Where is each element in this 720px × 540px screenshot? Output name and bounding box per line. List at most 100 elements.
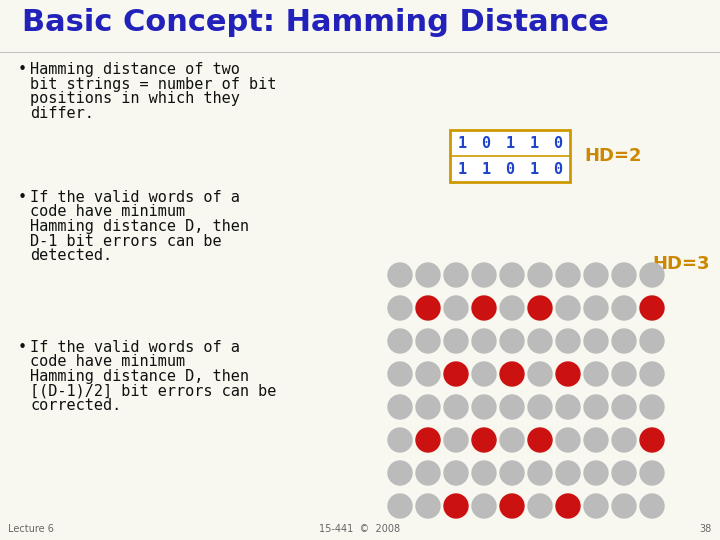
Text: 0: 0 <box>554 161 562 177</box>
Circle shape <box>528 461 552 485</box>
Text: 1: 1 <box>457 161 467 177</box>
Circle shape <box>388 263 412 287</box>
Circle shape <box>612 428 636 452</box>
Text: Hamming distance of two: Hamming distance of two <box>30 62 240 77</box>
Circle shape <box>556 296 580 320</box>
Text: 1: 1 <box>505 137 515 152</box>
Circle shape <box>388 329 412 353</box>
Circle shape <box>472 461 496 485</box>
Circle shape <box>556 494 580 518</box>
Text: code have minimum: code have minimum <box>30 205 185 219</box>
Circle shape <box>556 329 580 353</box>
Circle shape <box>640 461 664 485</box>
Circle shape <box>612 461 636 485</box>
Text: [(D-1)/2] bit errors can be: [(D-1)/2] bit errors can be <box>30 383 276 399</box>
Text: positions in which they: positions in which they <box>30 91 240 106</box>
Text: 0: 0 <box>505 161 515 177</box>
Text: If the valid words of a: If the valid words of a <box>30 340 240 355</box>
Circle shape <box>472 329 496 353</box>
Circle shape <box>416 329 440 353</box>
Circle shape <box>584 461 608 485</box>
Circle shape <box>528 362 552 386</box>
Circle shape <box>612 329 636 353</box>
Text: 1: 1 <box>529 161 539 177</box>
Circle shape <box>528 263 552 287</box>
Circle shape <box>584 395 608 419</box>
Circle shape <box>500 395 524 419</box>
Circle shape <box>640 296 664 320</box>
Circle shape <box>556 362 580 386</box>
Circle shape <box>612 395 636 419</box>
Circle shape <box>416 395 440 419</box>
Circle shape <box>416 263 440 287</box>
Circle shape <box>416 362 440 386</box>
Circle shape <box>528 329 552 353</box>
Circle shape <box>416 428 440 452</box>
Text: •: • <box>18 340 27 355</box>
Circle shape <box>612 362 636 386</box>
Text: 0: 0 <box>482 137 490 152</box>
Text: HD=2: HD=2 <box>584 147 642 165</box>
Text: Lecture 6: Lecture 6 <box>8 524 54 534</box>
Circle shape <box>556 428 580 452</box>
Circle shape <box>472 494 496 518</box>
Circle shape <box>388 494 412 518</box>
Circle shape <box>388 461 412 485</box>
Circle shape <box>444 428 468 452</box>
Text: D-1 bit errors can be: D-1 bit errors can be <box>30 233 222 248</box>
Text: corrected.: corrected. <box>30 398 121 413</box>
Text: HD=3: HD=3 <box>652 255 710 273</box>
Circle shape <box>444 461 468 485</box>
Circle shape <box>640 329 664 353</box>
Circle shape <box>472 395 496 419</box>
Circle shape <box>528 296 552 320</box>
Circle shape <box>640 428 664 452</box>
Circle shape <box>612 263 636 287</box>
Circle shape <box>416 494 440 518</box>
Circle shape <box>556 263 580 287</box>
Circle shape <box>444 362 468 386</box>
Text: 38: 38 <box>700 524 712 534</box>
Circle shape <box>472 296 496 320</box>
Text: 1: 1 <box>529 137 539 152</box>
Circle shape <box>584 329 608 353</box>
Circle shape <box>556 461 580 485</box>
Circle shape <box>640 362 664 386</box>
Text: If the valid words of a: If the valid words of a <box>30 190 240 205</box>
Circle shape <box>444 296 468 320</box>
Circle shape <box>500 362 524 386</box>
Circle shape <box>388 296 412 320</box>
Circle shape <box>584 494 608 518</box>
Circle shape <box>640 395 664 419</box>
Circle shape <box>528 395 552 419</box>
Circle shape <box>584 296 608 320</box>
Text: bit strings = number of bit: bit strings = number of bit <box>30 77 276 91</box>
Circle shape <box>500 461 524 485</box>
Text: 0: 0 <box>554 137 562 152</box>
Circle shape <box>500 296 524 320</box>
Text: code have minimum: code have minimum <box>30 354 185 369</box>
Text: •: • <box>18 190 27 205</box>
Text: •: • <box>18 62 27 77</box>
Circle shape <box>556 395 580 419</box>
Text: Hamming distance D, then: Hamming distance D, then <box>30 219 249 234</box>
Circle shape <box>444 263 468 287</box>
Circle shape <box>388 428 412 452</box>
Circle shape <box>528 428 552 452</box>
Text: 1: 1 <box>457 137 467 152</box>
Circle shape <box>528 494 552 518</box>
Circle shape <box>500 329 524 353</box>
Circle shape <box>444 395 468 419</box>
Circle shape <box>500 494 524 518</box>
Circle shape <box>472 263 496 287</box>
Circle shape <box>612 296 636 320</box>
Circle shape <box>444 494 468 518</box>
Circle shape <box>416 296 440 320</box>
Circle shape <box>584 263 608 287</box>
Circle shape <box>416 461 440 485</box>
Text: Hamming distance D, then: Hamming distance D, then <box>30 369 249 384</box>
Circle shape <box>444 329 468 353</box>
Circle shape <box>640 494 664 518</box>
Circle shape <box>388 362 412 386</box>
Circle shape <box>388 395 412 419</box>
